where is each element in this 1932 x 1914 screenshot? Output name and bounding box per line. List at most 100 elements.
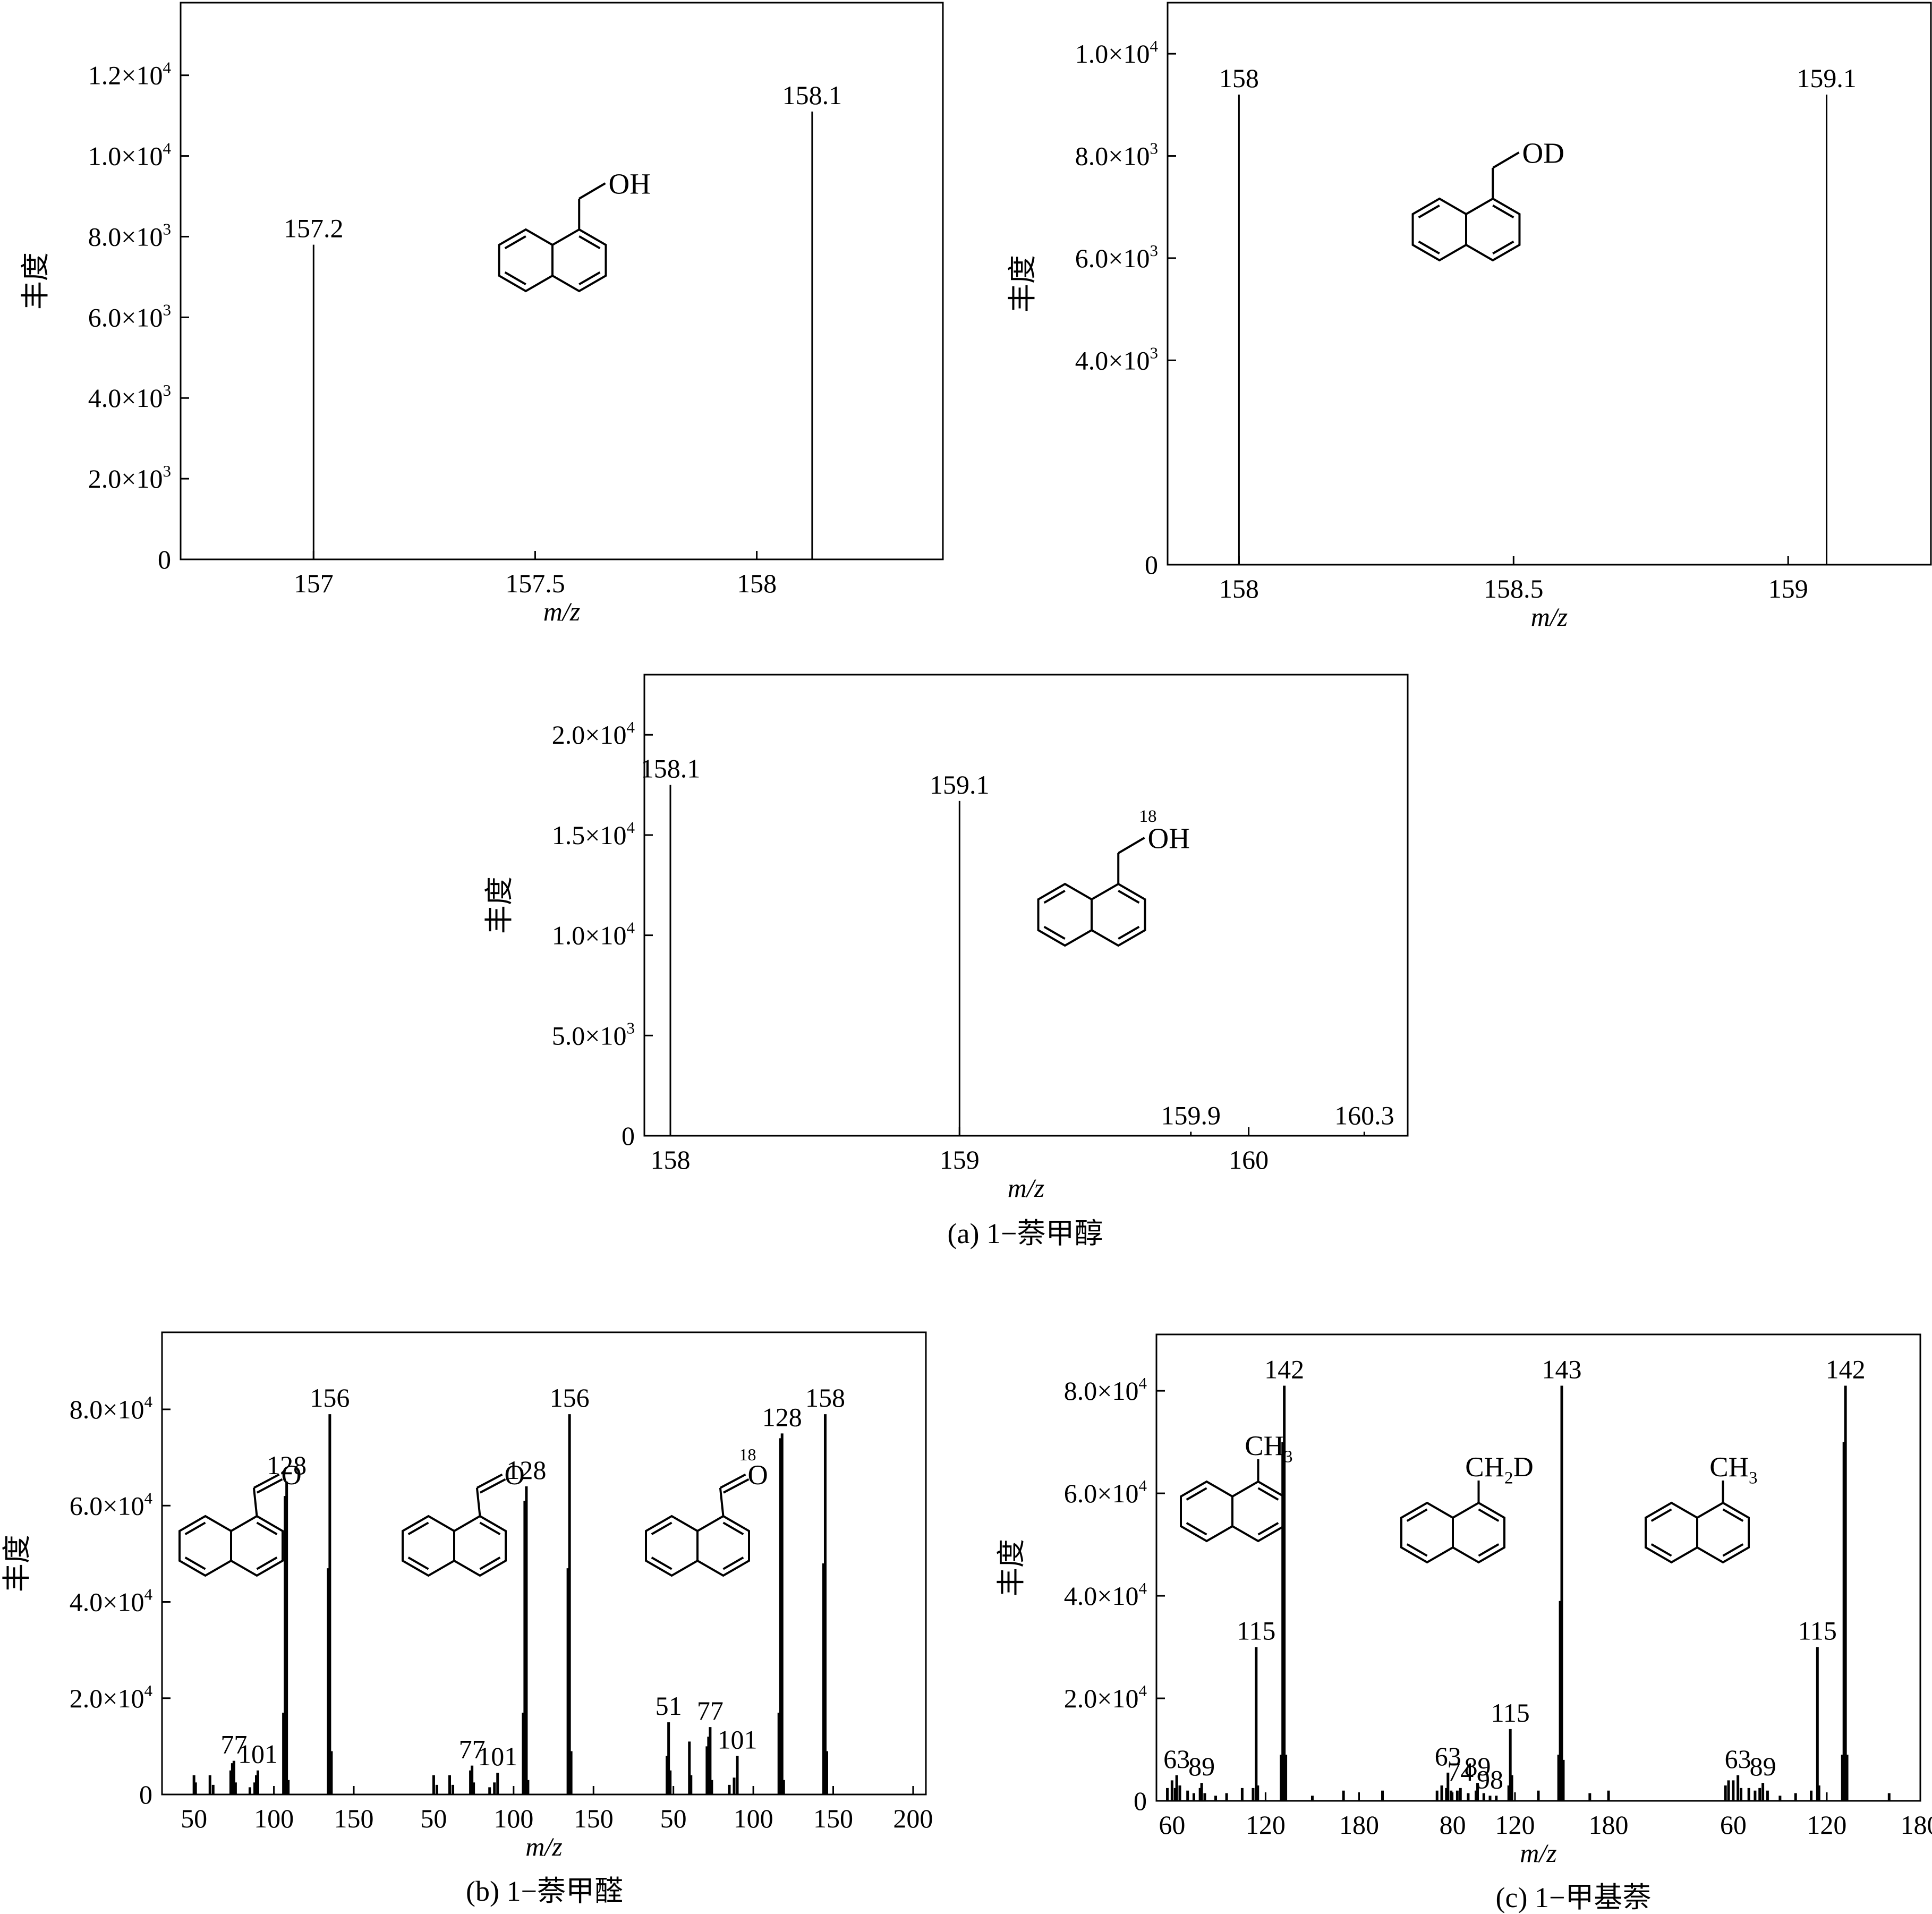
x-tick-label: 150 — [813, 1804, 853, 1833]
plot-frame — [161, 1331, 927, 1796]
y-tick-label: 0 — [622, 1121, 635, 1151]
peak-label: 143 — [1542, 1354, 1582, 1384]
x-tick-label: 100 — [493, 1804, 533, 1833]
x-tick-label: 50 — [181, 1804, 207, 1833]
plot-frame — [1167, 2, 1932, 566]
peak-label: 115 — [1491, 1698, 1530, 1728]
peak-label: 128 — [506, 1455, 546, 1485]
peak-label: 156 — [310, 1383, 350, 1413]
molecule-structure: OD — [1411, 137, 1564, 262]
y-tick-label: 8.0×103 — [88, 219, 171, 251]
plot-frame — [180, 2, 944, 560]
x-tick-label: 180 — [1339, 1810, 1379, 1840]
group-label: OH — [1148, 822, 1190, 854]
peak-label: 157.2 — [284, 214, 344, 243]
y-tick-label: 4.0×104 — [70, 1585, 153, 1617]
peak-label: 74 — [1447, 1757, 1474, 1787]
peak-label: 101 — [718, 1725, 758, 1755]
y-axis-label: 丰度 — [994, 1539, 1028, 1596]
group-label: O — [504, 1460, 524, 1491]
peak-label: 128 — [267, 1450, 307, 1480]
group-label: O — [281, 1460, 301, 1491]
y-tick-label: 1.0×104 — [88, 139, 172, 171]
y-tick-label: 0 — [139, 1780, 152, 1809]
peak-label: 160.3 — [1334, 1100, 1394, 1130]
peak-label: 63 — [1725, 1744, 1751, 1774]
peak-label: 158.1 — [782, 80, 842, 110]
molecule-structure: CH3 — [1180, 1431, 1292, 1543]
x-tick-label: 200 — [893, 1804, 933, 1833]
y-tick-label: 6.0×103 — [1075, 241, 1158, 273]
x-tick-label: 50 — [660, 1804, 687, 1833]
x-axis-label: m/z — [543, 597, 580, 626]
y-tick-label: 4.0×103 — [88, 381, 171, 413]
chart-b: 0 2.0×104 4.0×104 6.0×104 8.0×104 50 100 150 50 1… — [0, 1331, 933, 1861]
molecule-structure: CH3 — [1645, 1452, 1757, 1564]
caption-a: (a) 1−萘甲醇 — [948, 1218, 1103, 1249]
chart-a1: 0 2.0×103 4.0×103 6.0×103 8.0×103 1.0×104 1.2×… — [19, 2, 944, 626]
molecule-structure: O — [178, 1460, 302, 1577]
x-tick-label: 159 — [1768, 574, 1808, 603]
x-tick-label: 159 — [940, 1145, 980, 1175]
y-tick-label: 0 — [1145, 550, 1158, 580]
x-tick-label: 60 — [1720, 1810, 1747, 1840]
peak-label: 128 — [762, 1402, 802, 1432]
plot-frame — [643, 674, 1409, 1137]
peak-label: 158 — [1219, 63, 1259, 93]
group-label: CH2D — [1465, 1452, 1533, 1487]
peak-label: 142 — [1264, 1354, 1304, 1384]
x-tick-label: 158 — [1219, 574, 1259, 603]
y-tick-label: 8.0×103 — [1075, 139, 1158, 171]
x-tick-label: 160 — [1229, 1145, 1269, 1175]
x-tick-label: 158 — [650, 1145, 690, 1175]
caption-c: (c) 1−甲基萘 — [1496, 1882, 1652, 1913]
y-tick-label: 8.0×104 — [70, 1392, 153, 1424]
peak-label: 77 — [697, 1696, 724, 1725]
chart-a2: 0 4.0×103 6.0×103 8.0×103 1.0×104 158 158.5 159… — [1006, 2, 1932, 632]
y-tick-label: 0 — [158, 545, 171, 574]
molecule-structure: CH2D — [1400, 1452, 1534, 1564]
plot-frame — [1155, 1333, 1921, 1802]
y-tick-label: 1.0×104 — [1075, 37, 1159, 69]
x-tick-label: 120 — [1495, 1810, 1535, 1840]
y-axis-label: 丰度 — [482, 877, 516, 934]
x-axis-label: m/z — [1520, 1838, 1556, 1868]
molecule-structure: O18 — [645, 1445, 768, 1577]
peak-label: 63 — [1163, 1744, 1190, 1774]
group-label: CH3 — [1709, 1452, 1757, 1487]
peak-label: 156 — [550, 1383, 590, 1413]
x-tick-label: 180 — [1589, 1810, 1629, 1840]
group-label: OD — [1522, 137, 1564, 169]
y-tick-label: 1.0×104 — [552, 918, 635, 950]
x-tick-label: 158.5 — [1484, 574, 1544, 603]
caption-b: (b) 1−萘甲醛 — [466, 1875, 623, 1907]
peak-label: 101 — [238, 1739, 278, 1769]
peak-label: 158 — [805, 1383, 845, 1413]
peak-label: 158.1 — [641, 754, 701, 784]
y-tick-label: 6.0×104 — [1064, 1476, 1147, 1508]
y-tick-label: 6.0×103 — [88, 300, 171, 332]
chart-c: 0 2.0×104 4.0×104 6.0×104 8.0×104 60 120 180 80 1… — [994, 1333, 1932, 1868]
x-tick-label: 158 — [737, 568, 777, 598]
y-tick-label: 2.0×104 — [70, 1681, 153, 1713]
peak-label: 77 — [220, 1730, 247, 1759]
y-tick-label: 1.2×104 — [88, 58, 172, 90]
isotope-label: 18 — [739, 1445, 756, 1464]
peak-label: 63 — [1435, 1741, 1461, 1771]
group-label: OH — [609, 167, 651, 200]
x-tick-label: 100 — [254, 1804, 294, 1833]
peak-label: 89 — [1465, 1751, 1491, 1781]
y-axis-label: 丰度 — [1006, 255, 1039, 312]
peak-label: 115 — [1798, 1616, 1837, 1646]
x-tick-label: 80 — [1440, 1810, 1466, 1840]
y-axis-label: 丰度 — [0, 1535, 33, 1592]
molecule-structure: O — [402, 1460, 525, 1577]
molecule-structure: OH — [498, 167, 651, 293]
isotope-label: 18 — [1139, 807, 1157, 826]
y-tick-label: 2.0×104 — [552, 718, 635, 750]
y-tick-label: 4.0×103 — [1075, 343, 1158, 375]
peak-label: 89 — [1750, 1751, 1776, 1781]
peak-label: 142 — [1826, 1354, 1866, 1384]
